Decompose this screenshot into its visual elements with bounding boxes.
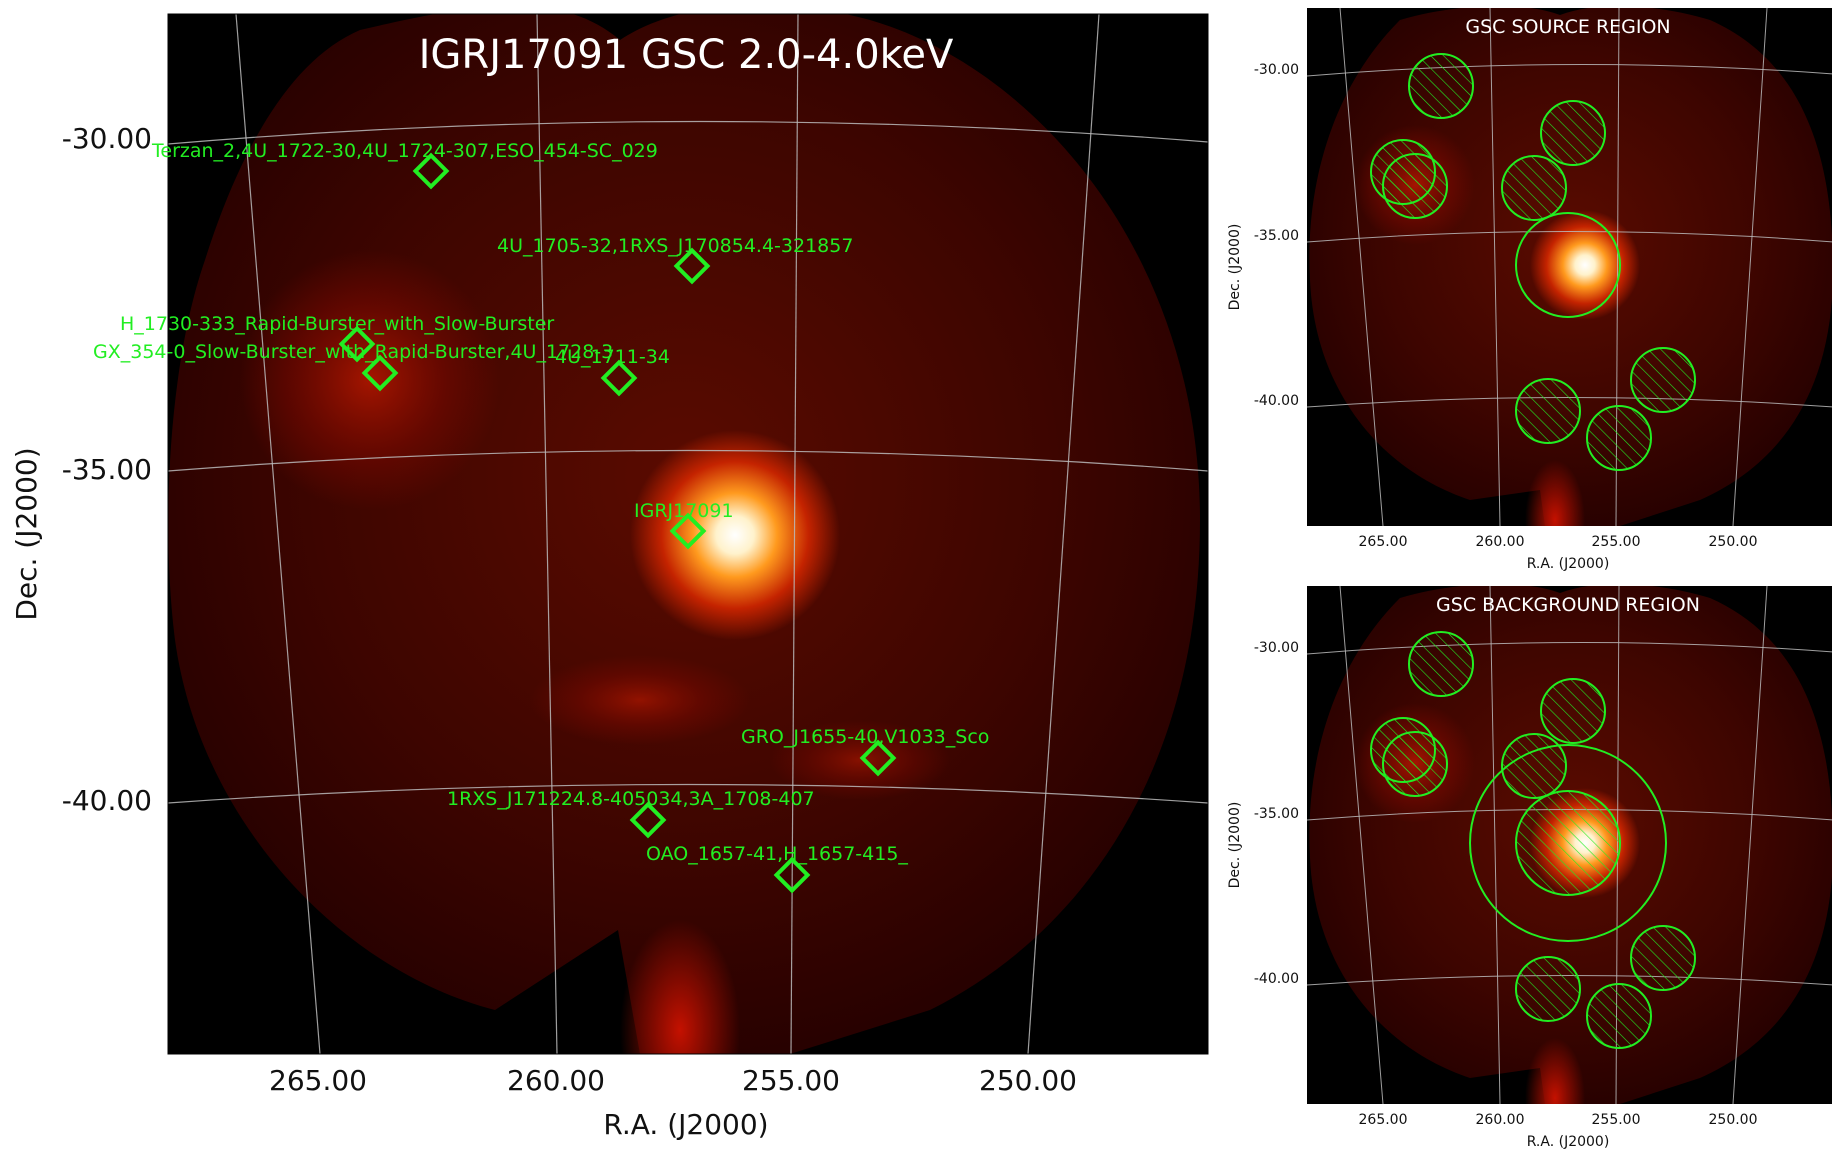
background-x-tick: 260.00: [1476, 1112, 1525, 1128]
main-x-tick: 250.00: [979, 1064, 1077, 1097]
excluded-source-circle: [1540, 100, 1606, 166]
main-x-tick: 255.00: [742, 1064, 840, 1097]
source-marker-oao1657: [773, 856, 811, 894]
background-x-tick: 255.00: [1592, 1112, 1641, 1128]
source-marker-igrj17091: [669, 512, 707, 550]
background-y-tick: -35.00: [1254, 806, 1299, 822]
background-y-tick: -30.00: [1254, 640, 1299, 656]
main-y-tick: -40.00: [62, 784, 152, 817]
source-y-axis-label: Dec. (J2000): [1227, 224, 1243, 311]
source-region-title: GSC SOURCE REGION: [1465, 16, 1670, 38]
main-x-tick: 265.00: [269, 1064, 367, 1097]
excluded-source-circle: [1515, 378, 1581, 444]
source-marker-gro1655: [859, 739, 897, 777]
source-marker-h1730: [338, 325, 376, 363]
excluded-source-circle: [1382, 731, 1448, 797]
background-region-circles: [1370, 631, 1696, 1049]
source-y-tick: -40.00: [1254, 393, 1299, 409]
source-region-panel: GSC SOURCE REGION -30.00 -35.00 -40.00 2…: [1227, 8, 1832, 572]
excluded-source-circle: [1408, 631, 1474, 697]
excluded-source-circle: [1586, 405, 1652, 471]
background-region-map: [1307, 586, 1832, 1104]
source-y-tick: -30.00: [1254, 62, 1299, 78]
source-label: GRO_J1655-40,V1033_Sco: [741, 726, 989, 748]
excluded-source-circle: [1586, 983, 1652, 1049]
source-label: 4U_1711-34: [555, 346, 670, 368]
main-frame-ticks: [167, 13, 1209, 1055]
excluded-source-circle: [1408, 53, 1474, 119]
main-y-tick: -30.00: [62, 122, 152, 155]
source-x-tick: 260.00: [1476, 534, 1525, 550]
background-x-axis-label: R.A. (J2000): [1527, 1134, 1610, 1150]
main-y-axis-label: Dec. (J2000): [10, 447, 43, 620]
background-x-tick: 250.00: [1709, 1112, 1758, 1128]
main-y-tick: -35.00: [62, 453, 152, 486]
main-x-axis-label: R.A. (J2000): [603, 1108, 768, 1141]
excluded-source-circle: [1630, 925, 1696, 991]
excluded-source-circle: [1382, 153, 1448, 219]
source-y-tick: -35.00: [1254, 228, 1299, 244]
background-annulus-circle: [1469, 744, 1667, 942]
excluded-source-circle: [1501, 155, 1567, 221]
excluded-source-circle: [1501, 733, 1567, 799]
main-title: IGRJ17091 GSC 2.0-4.0keV: [419, 32, 954, 78]
excluded-target-circle: [1515, 790, 1621, 896]
source-label: Terzan_2,4U_1722-30,4U_1724-307,ESO_454-…: [151, 140, 658, 162]
source-extraction-circle: [1515, 212, 1621, 318]
source-marker-4u1711: [600, 359, 638, 397]
source-marker-1rxs1712: [629, 801, 667, 839]
source-label: H_1730-333_Rapid-Burster_with_Slow-Burst…: [120, 313, 554, 335]
main-panel: Terzan_2,4U_1722-30,4U_1724-307,ESO_454-…: [10, 13, 1209, 1141]
source-label: 1RXS_J171224.8-405034,3A_1708-407: [447, 788, 815, 810]
source-x-tick: 265.00: [1359, 534, 1408, 550]
source-x-axis-label: R.A. (J2000): [1527, 556, 1610, 572]
main-x-tick: 260.00: [507, 1064, 605, 1097]
source-x-tick: 250.00: [1709, 534, 1758, 550]
source-region-circles: [1370, 53, 1696, 471]
source-label: IGRJ17091: [634, 500, 734, 522]
excluded-source-circle: [1630, 347, 1696, 413]
main-source-markers: [338, 152, 897, 894]
background-y-axis-label: Dec. (J2000): [1227, 802, 1243, 889]
background-y-tick: -40.00: [1254, 971, 1299, 987]
source-marker-4u1705: [673, 247, 711, 285]
excluded-source-circle: [1515, 956, 1581, 1022]
main-sky-map: [168, 14, 1208, 1054]
background-region-title: GSC BACKGROUND REGION: [1436, 594, 1700, 616]
source-x-tick: 255.00: [1592, 534, 1641, 550]
source-region-map: [1307, 8, 1832, 526]
source-marker-terzan2: [412, 152, 450, 190]
background-x-tick: 265.00: [1359, 1112, 1408, 1128]
source-marker-gx354: [361, 354, 399, 392]
source-label: 4U_1705-32,1RXS_J170854.4-321857: [497, 235, 853, 257]
background-region-panel: GSC BACKGROUND REGION -30.00 -35.00 -40.…: [1227, 586, 1832, 1150]
excluded-source-circle: [1540, 678, 1606, 744]
source-label: OAO_1657-41,H_1657-415_: [646, 843, 908, 865]
source-label: GX_354-0_Slow-Burster_with_Rapid-Burster…: [93, 341, 613, 363]
